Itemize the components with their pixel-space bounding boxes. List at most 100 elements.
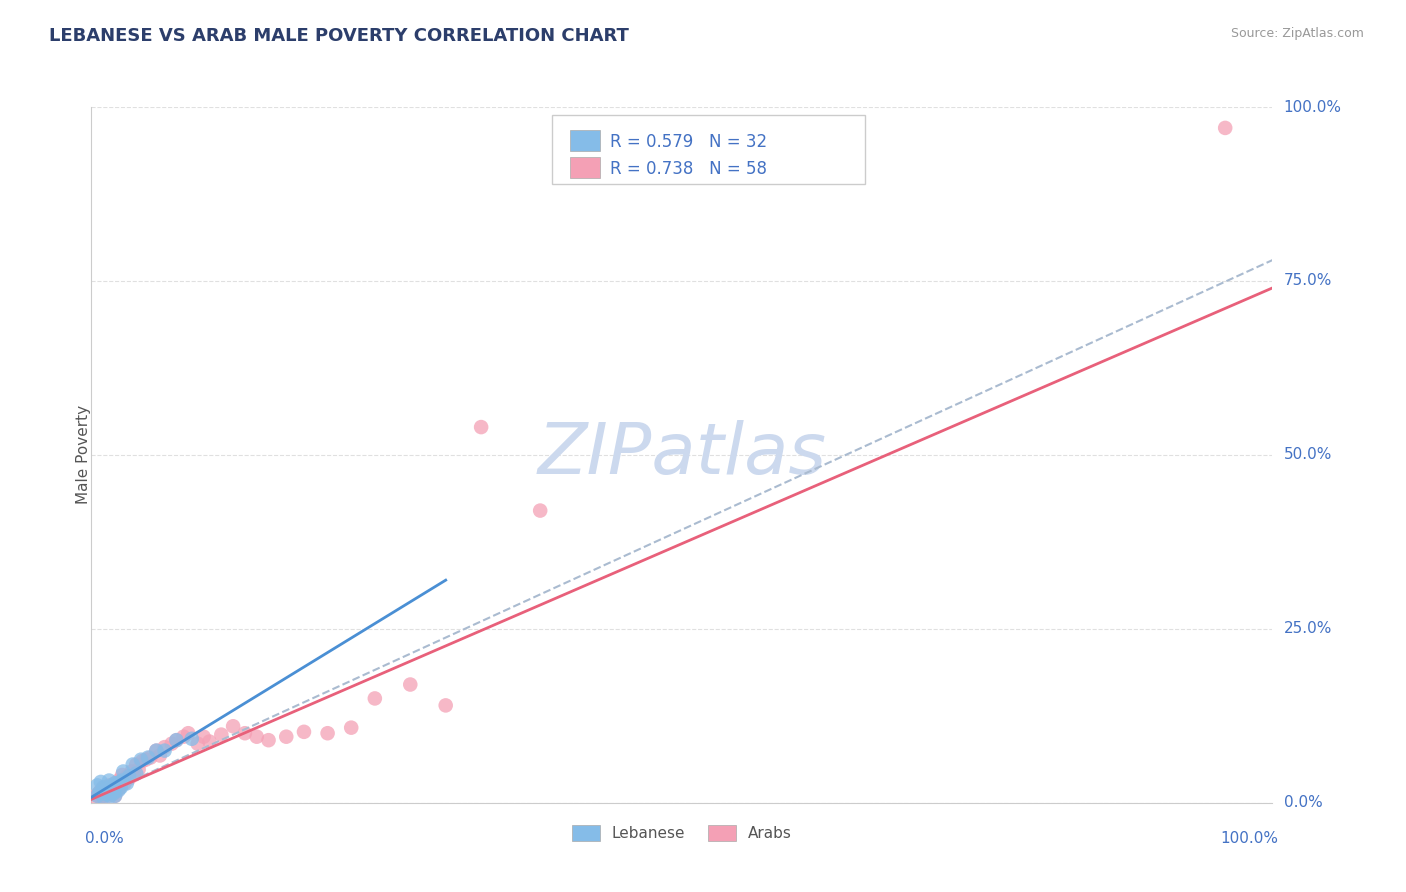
Point [90, 775, 112, 789]
Point [108, 775, 131, 789]
Point [470, 420, 492, 434]
Point [94, 783, 117, 797]
Point [110, 780, 132, 795]
Point [160, 737, 183, 751]
Text: Source: ZipAtlas.com: Source: ZipAtlas.com [1230, 27, 1364, 40]
FancyBboxPatch shape [569, 157, 600, 178]
Text: 25.0%: 25.0% [1284, 622, 1331, 636]
Point [89, 785, 111, 799]
Point [1213, 120, 1236, 135]
Point [98, 789, 121, 803]
Point [112, 764, 135, 779]
Point [149, 748, 172, 763]
Point [121, 764, 143, 779]
Text: 0.0%: 0.0% [86, 830, 124, 846]
Point [97, 789, 120, 803]
Point [136, 750, 159, 764]
Point [100, 778, 122, 793]
Point [399, 677, 422, 691]
Point [131, 754, 153, 768]
Point [111, 773, 134, 788]
Point [94, 785, 117, 799]
Text: 75.0%: 75.0% [1284, 274, 1331, 288]
Point [84, 790, 107, 805]
Point [165, 733, 187, 747]
Y-axis label: Male Poverty: Male Poverty [76, 405, 90, 505]
Point [105, 778, 128, 793]
Point [316, 726, 339, 740]
Point [86, 788, 108, 802]
Text: R = 0.738   N = 58: R = 0.738 N = 58 [610, 160, 766, 178]
Point [98, 785, 121, 799]
Point [121, 757, 143, 772]
Text: 100.0%: 100.0% [1220, 830, 1278, 846]
Point [103, 778, 125, 793]
Point [87, 789, 110, 803]
Point [111, 768, 134, 782]
Point [153, 740, 176, 755]
Point [115, 776, 138, 790]
Point [114, 776, 136, 790]
Point [101, 781, 124, 796]
Point [98, 778, 121, 793]
Point [165, 733, 187, 747]
Point [434, 698, 457, 713]
Point [104, 789, 127, 803]
Point [100, 781, 122, 796]
Point [233, 726, 256, 740]
Point [90, 783, 112, 797]
Point [180, 731, 202, 746]
Point [91, 780, 114, 795]
FancyBboxPatch shape [553, 115, 865, 184]
Point [222, 719, 245, 733]
Point [173, 730, 195, 744]
Point [96, 788, 118, 802]
Point [246, 730, 269, 744]
Point [118, 769, 141, 783]
Point [193, 730, 215, 744]
Point [107, 783, 129, 797]
Point [198, 734, 221, 748]
Point [125, 757, 148, 772]
Point [91, 789, 114, 803]
FancyBboxPatch shape [569, 129, 600, 151]
Point [104, 776, 127, 790]
Point [104, 776, 127, 790]
Text: 50.0%: 50.0% [1284, 448, 1331, 462]
Point [177, 726, 200, 740]
Point [153, 744, 176, 758]
Point [91, 790, 114, 805]
Point [122, 768, 145, 782]
Legend: Lebanese, Arabs: Lebanese, Arabs [567, 819, 797, 847]
Point [115, 769, 138, 783]
Point [257, 733, 280, 747]
Text: LEBANESE VS ARAB MALE POVERTY CORRELATION CHART: LEBANESE VS ARAB MALE POVERTY CORRELATIO… [49, 27, 628, 45]
Point [128, 763, 150, 777]
Point [105, 783, 128, 797]
Point [101, 788, 124, 802]
Point [209, 728, 232, 742]
Point [91, 788, 114, 802]
Point [139, 750, 162, 764]
Point [118, 772, 141, 786]
Text: ZIPatlas: ZIPatlas [537, 420, 827, 490]
Point [107, 773, 129, 788]
Point [292, 724, 315, 739]
Point [86, 789, 108, 803]
Point [125, 766, 148, 780]
Point [98, 786, 121, 800]
Point [90, 790, 112, 805]
Point [104, 789, 127, 803]
Point [98, 773, 121, 788]
Point [145, 744, 167, 758]
Point [96, 783, 118, 797]
Point [108, 780, 131, 795]
Point [529, 503, 551, 517]
Point [86, 778, 108, 793]
Point [129, 753, 152, 767]
Point [89, 785, 111, 799]
Point [135, 753, 157, 767]
Point [91, 780, 114, 795]
Text: 100.0%: 100.0% [1284, 100, 1341, 114]
Text: 0.0%: 0.0% [1284, 796, 1322, 810]
